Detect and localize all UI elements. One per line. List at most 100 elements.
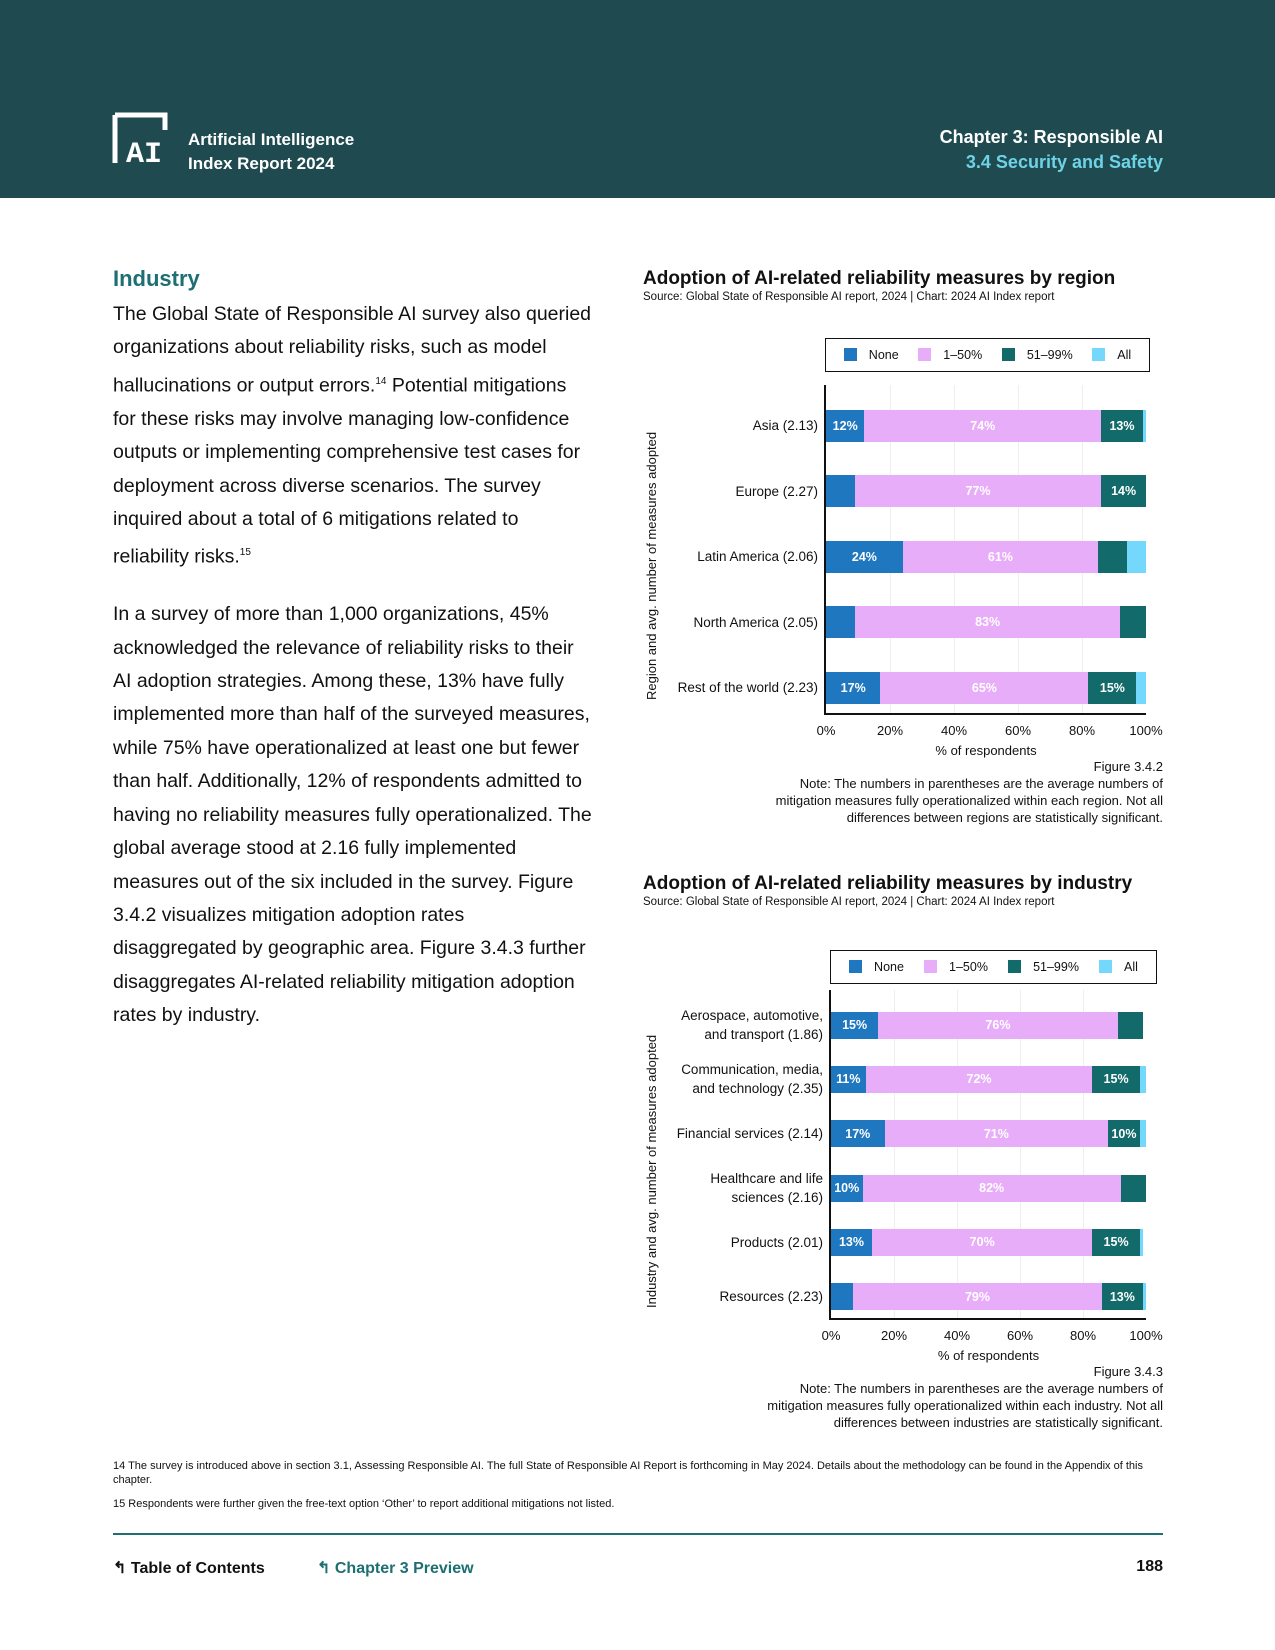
bar-segment-None: 15% bbox=[831, 1011, 879, 1039]
footnote-15: 15 Respondents were further given the fr… bbox=[113, 1498, 615, 1510]
legend-swatch bbox=[924, 960, 938, 973]
bar-segment-5199: 14% bbox=[1101, 475, 1146, 508]
bar-row: 10% 82% bbox=[831, 1174, 1146, 1202]
data-label: 61% bbox=[987, 549, 1013, 564]
data-label: 13% bbox=[1109, 1289, 1135, 1304]
legend-swatch bbox=[1099, 960, 1113, 973]
chart-source: Source: Global State of Responsible AI r… bbox=[643, 291, 1055, 303]
body-text: Industry The Global State of Responsible… bbox=[113, 266, 593, 1057]
category-label: Rest of the world (2.23) bbox=[677, 680, 818, 696]
bar-segment-150: 79% bbox=[853, 1283, 1102, 1311]
bar-segment-150: 71% bbox=[884, 1120, 1109, 1148]
legend-swatch bbox=[843, 348, 857, 361]
data-label: 13% bbox=[838, 1235, 864, 1250]
bar-segment-All bbox=[1136, 671, 1146, 704]
chart-title: Adoption of AI-related reliability measu… bbox=[643, 873, 1133, 894]
data-label: 71% bbox=[983, 1126, 1009, 1141]
x-axis-label: % of respondents bbox=[935, 743, 1037, 758]
bar-segment-None: 24% bbox=[826, 540, 903, 573]
figure-number: Figure 3.4.3 bbox=[1093, 1364, 1163, 1379]
category-label: Aerospace, automotive, and transport (1.… bbox=[681, 1008, 823, 1043]
legend-label: None bbox=[868, 348, 899, 362]
bar-segment-5199: 13% bbox=[1101, 1283, 1143, 1311]
category-label: Europe (2.27) bbox=[735, 483, 818, 499]
data-label: 11% bbox=[836, 1072, 861, 1087]
legend-label: 51–99% bbox=[1033, 960, 1079, 974]
x-tick-label: 40% bbox=[943, 1328, 971, 1343]
footer-divider bbox=[113, 1533, 1163, 1535]
bar-segment-5199 bbox=[1117, 1011, 1143, 1039]
gridline bbox=[1083, 990, 1084, 1318]
footnote-ref-15[interactable]: 15 bbox=[239, 547, 251, 559]
footnote-14: 14 The survey is introduced above in sec… bbox=[113, 1460, 1143, 1486]
x-tick-label: 0% bbox=[821, 1328, 841, 1343]
data-label: 13% bbox=[1109, 418, 1135, 433]
bar-row: 24% 61% bbox=[826, 540, 1146, 573]
bar-segment-None: 13% bbox=[831, 1228, 872, 1256]
bar-row: 17% 71% 10% bbox=[831, 1120, 1146, 1148]
data-label: 65% bbox=[971, 680, 997, 695]
y-axis-label: Region and avg. number of measures adopt… bbox=[644, 431, 659, 700]
data-label: 15% bbox=[1099, 680, 1125, 695]
legend-swatch bbox=[918, 348, 932, 361]
report-title-line2: Index Report 2024 bbox=[188, 154, 335, 173]
category-label: Financial services (2.14) bbox=[676, 1126, 823, 1142]
bar-segment-None: 12% bbox=[826, 409, 865, 442]
plot-area: 15% 76% Aerospace, automotive, and transpo… bbox=[677, 990, 1163, 1363]
bar-segment-5199 bbox=[1120, 1174, 1146, 1202]
ai-index-logo: AI bbox=[112, 112, 168, 166]
data-label: 72% bbox=[966, 1072, 992, 1087]
chart-source: Source: Global State of Responsible AI r… bbox=[643, 896, 1055, 908]
data-label: 15% bbox=[1103, 1072, 1129, 1087]
page-header: AI Artificial Intelligence Index Report … bbox=[0, 0, 1275, 198]
data-label: 12% bbox=[832, 418, 858, 433]
chapter-preview-link[interactable]: ↰ Chapter 3 Preview bbox=[317, 1558, 474, 1578]
bar-row: 12% 74% 13% bbox=[826, 409, 1146, 442]
svg-text:AI: AI bbox=[126, 138, 162, 166]
p1-text: The Global State of Responsible AI surve… bbox=[113, 303, 592, 397]
category-label: North America (2.05) bbox=[693, 614, 818, 630]
bar-segment-5199 bbox=[1120, 606, 1146, 639]
figure-note: Figure 3.4.3 Note: The numbers in parenth… bbox=[743, 1363, 1163, 1431]
data-label: 82% bbox=[979, 1181, 1005, 1196]
data-label: 24% bbox=[851, 549, 877, 564]
data-label: 83% bbox=[975, 615, 1001, 630]
category-label: Resources (2.23) bbox=[719, 1289, 823, 1305]
bar-segment-5199: 15% bbox=[1092, 1228, 1140, 1256]
bar-segment-All bbox=[1139, 1065, 1146, 1093]
gridline bbox=[1020, 990, 1021, 1318]
bar-segment-5199: 10% bbox=[1108, 1120, 1140, 1148]
bar-segment-None: 17% bbox=[831, 1120, 885, 1148]
note-text: Note: The numbers in parentheses are the… bbox=[767, 1381, 1163, 1430]
footnote-ref-14[interactable]: 14 bbox=[375, 375, 387, 387]
report-title-line1: Artificial Intelligence bbox=[188, 130, 355, 149]
bar-row: 77% 14% bbox=[826, 475, 1146, 508]
toc-link[interactable]: ↰ Table of Contents bbox=[113, 1558, 265, 1578]
legend-item: All bbox=[1092, 348, 1131, 362]
bar-segment-150: 61% bbox=[902, 540, 1098, 573]
bar-segment-150: 70% bbox=[871, 1228, 1093, 1256]
legend-label: All bbox=[1124, 960, 1138, 974]
page-number: 188 bbox=[1136, 1558, 1163, 1575]
legend-swatch bbox=[1092, 348, 1106, 361]
p1b-text: Potential mitigations for these risks ma… bbox=[113, 374, 581, 568]
legend-label: 1–50% bbox=[949, 960, 988, 974]
chapter-heading: Chapter 3: Responsible AI 3.4 Security a… bbox=[940, 125, 1163, 175]
chapter-title: Chapter 3: Responsible AI bbox=[939, 127, 1163, 147]
x-axis-label: % of respondents bbox=[937, 1348, 1040, 1363]
chart-legend: None 1–50% 51–99% All bbox=[830, 950, 1157, 984]
x-tick-label: 60% bbox=[1006, 1328, 1034, 1343]
plot-area: 12% 74% 13% Asia (2.13) 77% 14% Europe (2.27) 2… bbox=[678, 385, 1163, 758]
data-label: 10% bbox=[834, 1181, 860, 1196]
data-label: 76% bbox=[985, 1018, 1011, 1033]
figure-number: Figure 3.4.2 bbox=[1093, 759, 1163, 774]
bar-segment-5199: 15% bbox=[1092, 1065, 1140, 1093]
data-label: 15% bbox=[842, 1018, 868, 1033]
y-axis-label: Industry and avg. number of measures ado… bbox=[644, 1034, 659, 1308]
figure-note: Figure 3.4.2 Note: The numbers in parenth… bbox=[743, 758, 1163, 826]
bar-row: 15% 76% bbox=[831, 1011, 1146, 1039]
legend-label: 1–50% bbox=[943, 348, 983, 362]
x-tick-label: 0% bbox=[816, 723, 836, 738]
data-label: 17% bbox=[845, 1126, 871, 1141]
bar-row: 13% 70% 15% bbox=[831, 1228, 1146, 1256]
